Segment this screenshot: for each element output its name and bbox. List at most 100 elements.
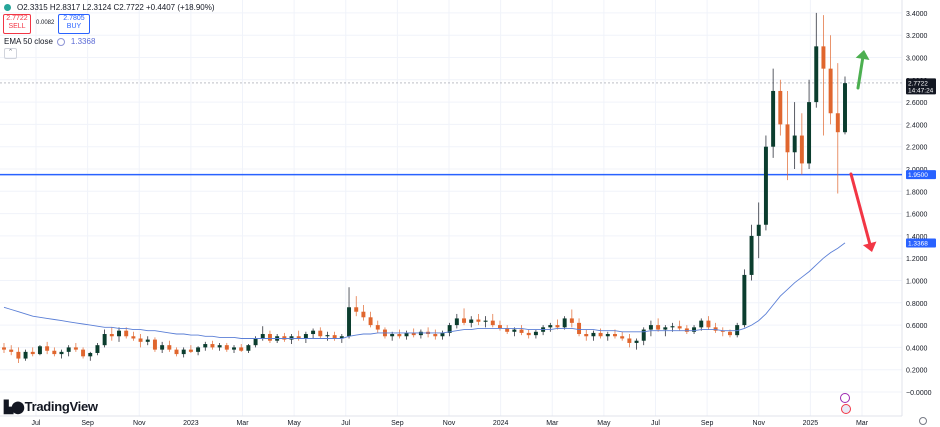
settings-icon[interactable] — [56, 37, 65, 46]
buy-button[interactable]: 2.7805 BUY — [58, 14, 90, 34]
candle-body — [311, 330, 316, 335]
candle-body — [167, 345, 172, 350]
ema-price-label-bg — [906, 238, 936, 248]
candle-body — [749, 235, 754, 275]
candle-body — [469, 319, 474, 323]
x-tick-label: Nov — [133, 420, 146, 427]
candle-body — [490, 320, 495, 326]
collapse-legend-button[interactable]: ⌃ — [4, 48, 17, 59]
candle-body — [462, 318, 467, 323]
logo-text: TradingView — [24, 399, 98, 414]
y-tick-label: 1.8000 — [906, 189, 928, 196]
current-price-label-countdown: 14:47:24 — [908, 87, 934, 94]
candle-body — [742, 274, 747, 326]
candle-body — [799, 135, 804, 164]
candle-body — [656, 325, 661, 330]
candle-body — [613, 334, 617, 337]
candle-body — [88, 352, 93, 357]
y-tick-label: 3.4000 — [906, 11, 928, 18]
x-tick-label: Jul — [651, 420, 660, 427]
candle-body — [519, 329, 524, 333]
candle-body — [282, 336, 287, 340]
candle-body — [454, 318, 459, 326]
candle-body — [756, 224, 761, 236]
candle-body — [354, 307, 359, 312]
y-tick-label: −0.0000 — [906, 390, 932, 397]
candle-body — [785, 124, 790, 153]
candle-body — [347, 307, 352, 337]
candle-body — [828, 68, 833, 114]
candle-body — [771, 90, 776, 147]
y-tick-label: 3.2000 — [906, 33, 928, 40]
candle-body — [440, 332, 445, 337]
y-tick-label: 1.2000 — [906, 256, 928, 263]
candle-body — [562, 318, 567, 328]
candle-body — [713, 327, 718, 331]
candle-body — [232, 347, 236, 350]
candle-body — [584, 334, 589, 337]
candle-body — [23, 351, 28, 359]
sell-price: 2.7722 — [6, 15, 28, 22]
x-tick-label: Sep — [701, 420, 714, 427]
y-tick-label: 2.6000 — [906, 100, 928, 107]
ema-label: EMA 50 close — [4, 37, 53, 46]
y-tick-label: 0.4000 — [906, 345, 928, 352]
x-tick-label: Mar — [856, 420, 869, 427]
ohlc-legend: O2.3315 H2.8317 L2.3124 C2.7722 +0.4407 … — [4, 3, 215, 12]
y-tick-label: 1.6000 — [906, 212, 928, 219]
candle-body — [684, 328, 689, 332]
candle-body — [289, 336, 294, 340]
candle-body — [577, 322, 582, 335]
candle-body — [203, 344, 208, 348]
candle-body — [160, 345, 165, 350]
x-tick-label: May — [288, 420, 302, 427]
candle-body — [45, 346, 50, 351]
current-price-label: 2.7722 — [908, 80, 928, 87]
candle-body — [181, 349, 186, 355]
candle-body — [95, 345, 100, 353]
candle-body — [30, 351, 35, 355]
candle-body — [59, 351, 64, 355]
candle-body — [792, 135, 797, 153]
candle-body — [152, 339, 157, 350]
spread-value: 0.0082 — [36, 20, 55, 26]
candle-body — [73, 347, 78, 350]
candle-body — [66, 347, 71, 352]
candle-body — [267, 334, 272, 341]
candle-body — [52, 350, 57, 355]
candle-body — [224, 345, 229, 350]
candle-body — [124, 330, 129, 337]
x-tick-label: Sep — [391, 420, 404, 427]
ema-legend[interactable]: EMA 50 close 1.3368 — [4, 37, 95, 46]
sell-button[interactable]: 2.7722 SELL — [3, 14, 31, 34]
candle-body — [174, 349, 179, 355]
ema-line — [3, 242, 846, 339]
candle-body — [706, 320, 711, 328]
down-arrow-icon-shaft — [849, 172, 872, 245]
candle-body — [627, 338, 632, 343]
support-price-label-bg — [906, 170, 936, 180]
candle-body — [138, 338, 143, 342]
candle-body — [16, 351, 21, 359]
candle-body — [476, 319, 481, 322]
candle-body — [569, 318, 574, 323]
candle-body — [807, 102, 812, 164]
logo-mark-icon: ▙⬤ — [4, 400, 25, 414]
x-tick-label: Nov — [753, 420, 766, 427]
candle-body — [339, 336, 344, 339]
candle-body — [641, 329, 646, 341]
candle-body — [835, 113, 840, 133]
y-tick-label: 3.0000 — [906, 56, 928, 63]
candle-body — [548, 325, 553, 328]
y-tick-label: 1.0000 — [906, 279, 928, 286]
symbol-status-icon — [4, 4, 11, 12]
tradingview-logo[interactable]: ▙⬤ TradingView — [4, 399, 98, 414]
candle-body — [411, 332, 416, 336]
candle-body — [418, 331, 423, 336]
candle-body — [303, 334, 308, 339]
candle-body — [720, 330, 725, 332]
candle-body — [188, 349, 193, 352]
sell-label: SELL — [8, 23, 26, 30]
candle-body — [512, 329, 517, 332]
